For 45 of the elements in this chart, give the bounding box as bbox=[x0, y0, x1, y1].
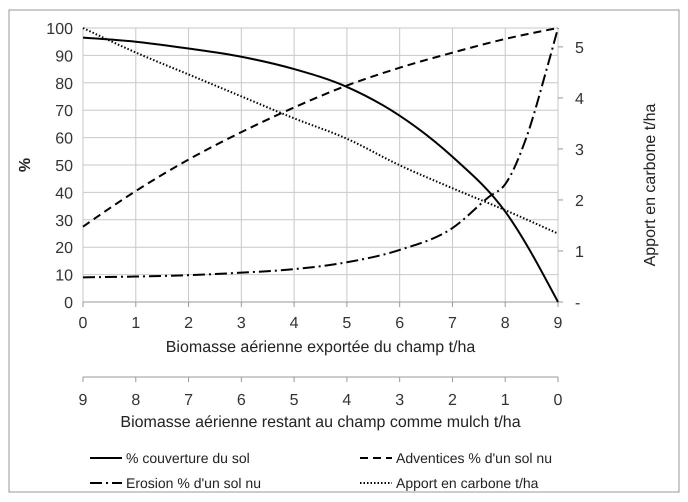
x2-tick-label: 5 bbox=[290, 392, 299, 409]
x2-axis-title: Biomasse aérienne restant au champ comme mulch t/ha bbox=[120, 414, 521, 431]
x-tick-label: 9 bbox=[554, 315, 563, 332]
y-tick-label: 40 bbox=[55, 185, 74, 202]
y2-tick-label: 4 bbox=[575, 90, 584, 108]
x-tick-label: 7 bbox=[448, 315, 457, 332]
x2-tick-label: 3 bbox=[395, 392, 404, 409]
x2-tick-label: 8 bbox=[131, 392, 140, 409]
x-tick-label: 3 bbox=[236, 315, 246, 332]
y-tick-label: 0 bbox=[64, 295, 74, 312]
y2-tick-label: 1 bbox=[575, 244, 584, 261]
y2-tick-label: 3 bbox=[575, 142, 584, 159]
y-tick-label: 70 bbox=[55, 103, 74, 120]
x-tick-label: 0 bbox=[78, 315, 88, 332]
y-axis-title: % bbox=[17, 158, 34, 172]
y-tick-label: 30 bbox=[55, 212, 74, 230]
x-tick-label: 2 bbox=[184, 315, 194, 332]
x-tick-label: 6 bbox=[395, 315, 404, 332]
x-tick-label: 4 bbox=[290, 315, 299, 332]
y-tick-label: 60 bbox=[55, 130, 74, 148]
y2-tick-label: - bbox=[575, 295, 580, 312]
y2-tick-label: 2 bbox=[575, 192, 584, 210]
x-tick-label: 1 bbox=[131, 315, 140, 332]
x2-tick-label: 0 bbox=[554, 392, 563, 409]
y-tick-label: 80 bbox=[55, 76, 74, 93]
y-tick-label: 100 bbox=[46, 21, 74, 38]
y2-tick-label: 5 bbox=[575, 40, 584, 57]
y2-axis-title: Apport en carbone t/ha bbox=[642, 104, 659, 266]
x2-tick-label: 2 bbox=[448, 392, 457, 409]
x2-tick-label: 7 bbox=[184, 392, 194, 409]
legend-label: Apport en carbone t/ha bbox=[396, 475, 539, 491]
y-tick-label: 10 bbox=[55, 268, 74, 285]
x-axis-title: Biomasse aérienne exportée du champ t/ha bbox=[166, 339, 476, 356]
legend-label: Erosion % d'un sol nu bbox=[126, 475, 261, 491]
legend-label: Adventices % d'un sol nu bbox=[396, 450, 552, 466]
x2-tick-label: 6 bbox=[236, 392, 246, 409]
x2-tick-label: 4 bbox=[342, 392, 352, 409]
x-tick-label: 8 bbox=[500, 315, 510, 332]
x2-tick-label: 9 bbox=[78, 392, 88, 409]
y-tick-label: 20 bbox=[55, 240, 74, 258]
x2-tick-label: 1 bbox=[500, 392, 510, 409]
legend-label: % couverture du sol bbox=[126, 450, 250, 466]
x-tick-label: 5 bbox=[342, 315, 352, 332]
y-tick-label: 90 bbox=[55, 48, 74, 66]
y-tick-label: 50 bbox=[55, 158, 74, 175]
